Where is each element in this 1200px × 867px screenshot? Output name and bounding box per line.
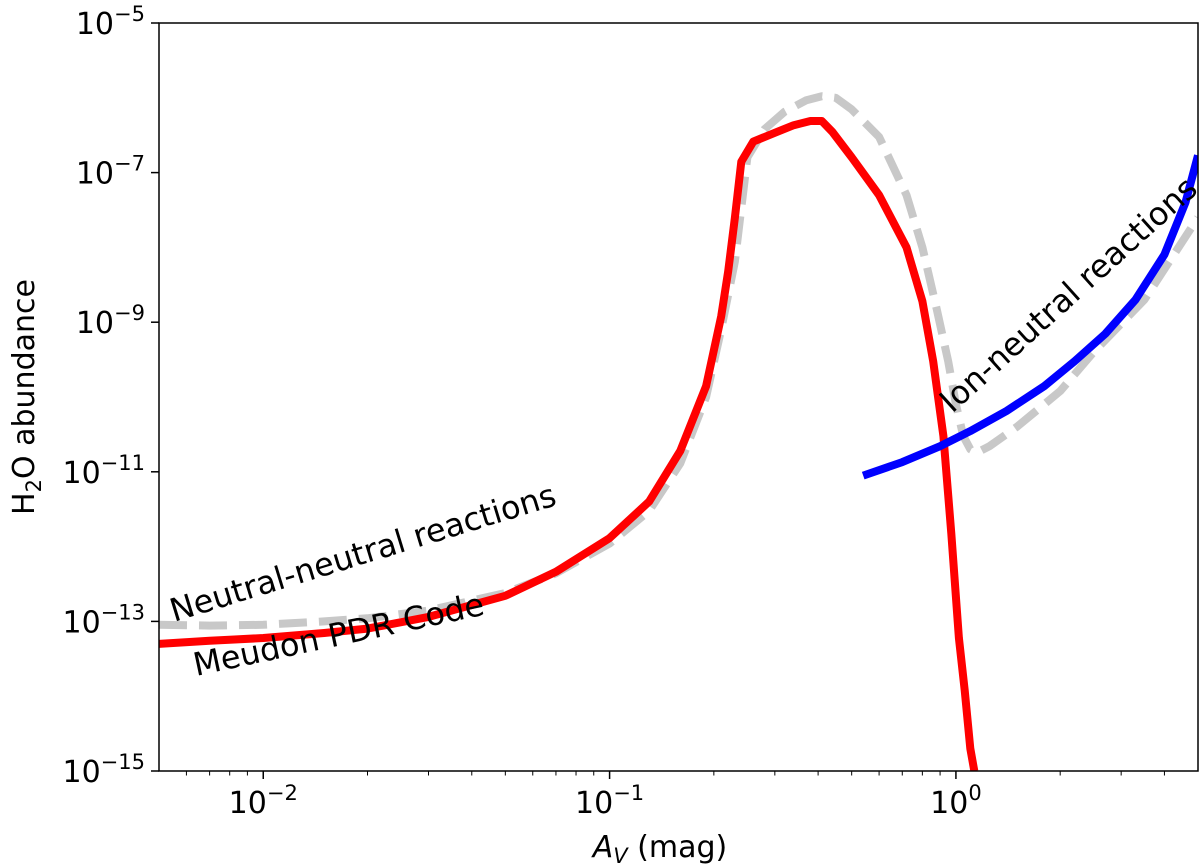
series-line-neutral-neutral-reactions: [159, 117, 979, 771]
x-axis-label: AV (mag): [591, 830, 728, 867]
annotation-neutral-neutral: Neutral-neutral reactions: [165, 476, 560, 630]
y-tick-label: 10−9: [76, 301, 145, 341]
y-tick-label: 10−13: [62, 600, 145, 640]
x-tick-label: 10−2: [229, 781, 298, 821]
axis-ticks: 10−2 10−1 100 10−15 10−13 10−11 10−9 10−7 10−5: [62, 2, 1165, 821]
y-tick-label: 10−15: [62, 750, 145, 790]
y-tick-label: 10−5: [76, 2, 145, 42]
series-line-ion-neutral-reactions: [861, 154, 1198, 480]
plot-frame: [158, 22, 1199, 772]
series-line-meudon-pdr-code: [159, 92, 1198, 630]
annotation-ion-neutral: Ion-neutral reactions: [932, 169, 1200, 420]
x-tick-label: 100: [930, 781, 982, 821]
y-axis-label-post: O abundance: [7, 279, 42, 479]
y-tick-label: 10−7: [76, 152, 145, 192]
y-axis-label: H2O abundance: [7, 279, 46, 515]
y-tick-label: 10−11: [62, 451, 145, 491]
x-axis-label-main: A: [591, 830, 614, 865]
y-axis-label-sub: 2: [22, 479, 46, 492]
x-axis-label-unit: (mag): [628, 830, 728, 865]
y-axis-label-pre: H: [7, 492, 42, 515]
annotation-neutral-neutral-text: Neutral-neutral reactions: [165, 476, 560, 630]
annotation-ion-neutral-text: Ion-neutral reactions: [932, 169, 1200, 420]
x-tick-label: 10−1: [575, 781, 644, 821]
x-axis-label-sub: V: [613, 844, 629, 867]
series-layer: [159, 92, 1198, 771]
